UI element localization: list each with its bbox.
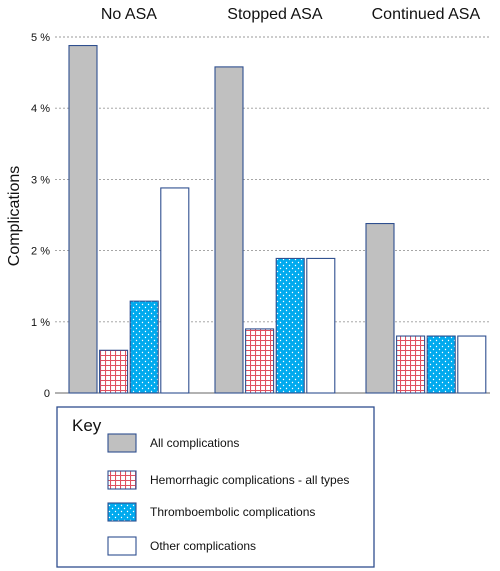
- legend-swatch: [107, 502, 137, 522]
- bar-all-complications: [214, 66, 244, 394]
- bars: [68, 44, 487, 394]
- group-title: Stopped ASA: [227, 6, 323, 23]
- legend: Key All complications Hemorrhagic complic…: [56, 406, 375, 568]
- y-tick-label: 5 %: [31, 32, 50, 44]
- y-tick-label: 4 %: [31, 103, 50, 115]
- bar-other-complications: [306, 257, 336, 394]
- y-axis-title: Complications: [6, 166, 23, 266]
- bar-thromboembolic-complications: [426, 335, 456, 394]
- bar-hemorrhagic-complications-all-types: [99, 349, 129, 394]
- group-title: No ASA: [101, 6, 157, 23]
- bar-other-complications: [160, 187, 190, 394]
- legend-swatch: [107, 536, 137, 556]
- bar-all-complications: [68, 44, 98, 394]
- y-axis-ticks: 0 1 % 2 % 3 % 4 % 5 %: [31, 32, 50, 400]
- legend-swatch: [107, 433, 137, 453]
- bar-thromboembolic-complications: [275, 257, 305, 394]
- legend-label: Other complications: [150, 539, 256, 553]
- legend-label: Thromboembolic complications: [150, 505, 315, 519]
- bar-hemorrhagic-complications-all-types: [245, 328, 275, 394]
- bar-other-complications: [457, 335, 487, 394]
- legend-title: Key: [72, 416, 102, 435]
- bar-all-complications: [365, 222, 395, 394]
- y-tick-label: 0: [44, 388, 50, 400]
- y-tick-label: 1 %: [31, 317, 50, 329]
- bar-hemorrhagic-complications-all-types: [396, 335, 426, 394]
- y-tick-label: 2 %: [31, 246, 50, 258]
- legend-label: Hemorrhagic complications - all types: [150, 473, 349, 487]
- group-titles: No ASA Stopped ASA Continued ASA: [101, 6, 481, 23]
- legend-swatch: [107, 470, 137, 490]
- y-tick-label: 3 %: [31, 174, 50, 186]
- bar-thromboembolic-complications: [129, 300, 159, 394]
- group-title: Continued ASA: [372, 6, 481, 23]
- legend-label: All complications: [150, 436, 239, 450]
